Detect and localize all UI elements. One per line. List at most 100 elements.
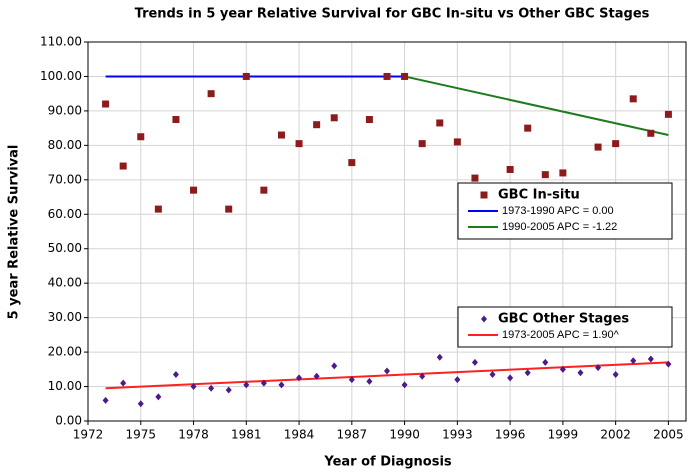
y-tick-label: 60.00 (48, 207, 82, 221)
point (260, 186, 268, 194)
point (348, 159, 356, 167)
point (401, 381, 408, 389)
point (612, 370, 619, 378)
point (155, 393, 162, 401)
x-tick-label: 1984 (284, 428, 315, 442)
legend-label: GBC In-situ (498, 188, 580, 203)
point (383, 72, 391, 80)
legend-marker (480, 191, 488, 199)
x-tick-label: 2005 (653, 428, 684, 442)
point (630, 357, 637, 365)
point (489, 370, 496, 378)
point (119, 162, 127, 170)
point (225, 386, 232, 394)
y-tick-label: 110.00 (40, 35, 82, 49)
legend-label: GBC Other Stages (498, 312, 629, 327)
point (664, 110, 672, 118)
point (366, 377, 373, 385)
point (507, 374, 514, 382)
point (453, 138, 461, 146)
point (365, 116, 373, 124)
y-tick-label: 100.00 (40, 69, 82, 83)
legend-marker (481, 315, 487, 323)
x-axis-label: Year of Diagnosis (323, 455, 452, 470)
point (313, 372, 320, 380)
point (190, 383, 197, 391)
y-tick-label: 70.00 (48, 172, 82, 186)
point (384, 367, 390, 375)
point (436, 353, 443, 361)
point (524, 369, 531, 377)
y-tick-label: 50.00 (48, 241, 82, 255)
x-tick-label: 1981 (231, 428, 262, 442)
point (242, 72, 250, 80)
trend-line (404, 75, 669, 137)
point (296, 374, 303, 382)
point (137, 400, 144, 408)
x-tick-label: 1993 (442, 428, 473, 442)
y-tick-label: 10.00 (48, 379, 82, 393)
y-tick-label: 30.00 (48, 310, 82, 324)
x-tick-label: 1990 (389, 428, 420, 442)
point (647, 129, 655, 137)
x-tick-label: 1987 (337, 428, 368, 442)
y-axis-label: 5 year Relative Survival (7, 145, 22, 320)
x-tick-label: 1999 (548, 428, 579, 442)
point (208, 384, 215, 392)
point (454, 376, 461, 384)
x-tick-label: 2002 (600, 428, 631, 442)
legend-label: 1973-1990 APC = 0.00 (502, 205, 614, 217)
point (137, 133, 145, 141)
point (348, 376, 355, 384)
point (243, 381, 250, 389)
point (629, 95, 637, 103)
point (331, 362, 338, 370)
point (436, 119, 444, 127)
point (577, 369, 584, 377)
point (225, 205, 233, 213)
point (102, 100, 110, 108)
point (172, 370, 179, 378)
x-tick-label: 1978 (178, 428, 209, 442)
plot-frame (87, 41, 687, 422)
x-tick-label: 1996 (495, 428, 526, 442)
legend-box (457, 306, 673, 348)
point (401, 72, 409, 80)
point (154, 205, 162, 213)
point (541, 171, 549, 179)
y-tick-label: 40.00 (48, 276, 82, 290)
point (419, 372, 426, 380)
point (313, 121, 321, 129)
chart-title: Trends in 5 year Relative Survival for G… (135, 7, 650, 22)
point (190, 186, 198, 194)
point (277, 131, 285, 139)
point (595, 364, 602, 372)
point (559, 169, 567, 177)
y-tick-label: 20.00 (48, 345, 82, 359)
point (471, 358, 478, 366)
point (278, 381, 285, 389)
legend-label: 1973-2005 APC = 1.90^ (502, 329, 620, 341)
point (612, 140, 620, 148)
point (665, 360, 672, 368)
point (102, 396, 109, 404)
y-tick-label: 0.00 (55, 414, 82, 428)
trend-line (105, 361, 669, 390)
point (559, 365, 566, 373)
y-tick-label: 90.00 (48, 103, 82, 117)
x-tick-label: 1972 (73, 428, 104, 442)
y-tick-label: 80.00 (48, 138, 82, 152)
point (418, 140, 426, 148)
point (542, 358, 549, 366)
point (207, 90, 215, 98)
point (260, 379, 267, 387)
x-tick-label: 1975 (125, 428, 156, 442)
point (330, 114, 338, 122)
point (295, 140, 303, 148)
legend-label: 1990-2005 APC = -1.22 (502, 221, 617, 233)
point (172, 116, 180, 124)
point (647, 355, 654, 363)
point (120, 379, 127, 387)
point (471, 174, 479, 182)
